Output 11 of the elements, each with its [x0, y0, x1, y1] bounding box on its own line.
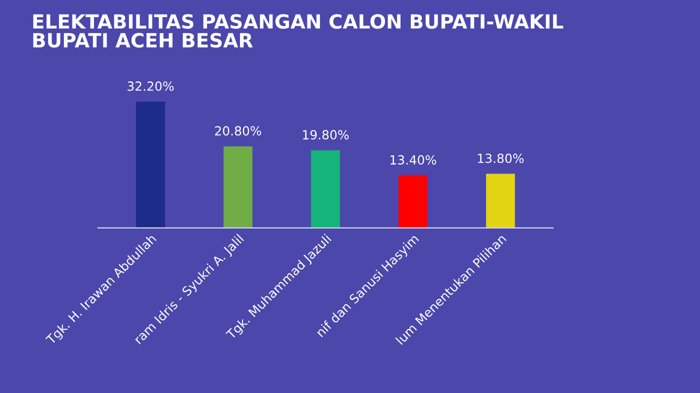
data-label: 32.20%	[128, 81, 174, 91]
bar	[136, 102, 165, 228]
bar	[398, 175, 428, 228]
bar	[224, 146, 252, 228]
bar	[311, 150, 340, 228]
data-label: 13.40%	[390, 155, 436, 165]
data-label: 19.80%	[303, 130, 349, 140]
bar	[486, 174, 515, 228]
chart-title: ELEKTABILITAS PASANGAN CALON BUPATI-WAKIL BUPATI ACEH BESAR	[33, 14, 564, 48]
data-label: 13.80%	[478, 154, 524, 164]
data-label: 20.80%	[215, 126, 262, 136]
